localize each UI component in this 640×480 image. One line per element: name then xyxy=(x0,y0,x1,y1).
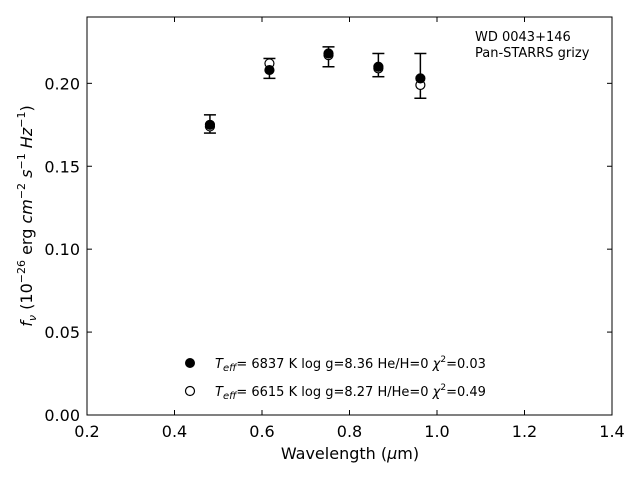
legend-marker-open xyxy=(184,385,196,397)
plot-frame xyxy=(86,16,613,416)
y-tick-label: 0.00 xyxy=(44,406,80,425)
x-tick-label: 1.4 xyxy=(599,422,624,441)
y-tick-label: 0.15 xyxy=(44,157,80,176)
x-tick-label: 0.8 xyxy=(337,422,362,441)
y-axis-ticks: 0.00 0.05 0.10 0.15 0.20 xyxy=(44,74,612,425)
legend-label-1: Teff= 6837 K log g=8.36 He/H=0 χ2=0.03 xyxy=(215,355,486,374)
x-axis-ticks: 0.2 0.4 0.6 0.8 1.0 1.2 1.4 xyxy=(74,17,625,441)
y-axis-label: fν (10−26 erg cm−2 s−1 Hz−1) xyxy=(15,105,39,326)
data-point-filled xyxy=(415,73,426,84)
x-tick-label: 1.2 xyxy=(512,422,537,441)
data-point-filled xyxy=(373,61,384,72)
legend-marker-filled xyxy=(185,358,195,368)
x-tick-label: 0.6 xyxy=(249,422,274,441)
legend-label-2: Teff= 6615 K log g=8.27 H/He=0 χ2=0.49 xyxy=(215,383,486,402)
data-point-filled xyxy=(204,119,216,130)
y-tick-label: 0.10 xyxy=(44,240,80,259)
legend-2-logg: log g=8.27 xyxy=(301,385,373,400)
legend-2-chi2: =0.49 xyxy=(446,385,486,400)
legend-2-comp: H/He=0 xyxy=(377,385,428,400)
x-axis-label: Wavelength (μm) xyxy=(281,444,419,463)
x-tick-label: 1.0 xyxy=(424,422,449,441)
x-tick-label: 0.4 xyxy=(162,422,187,441)
x-tick-label: 0.2 xyxy=(74,422,99,441)
legend-1-logg: log g=8.36 xyxy=(301,357,373,372)
legend-2-teff: 6615 K xyxy=(251,385,297,400)
annotation-line-2: Pan-STARRS grizy xyxy=(475,46,590,61)
legend-1-comp: He/H=0 xyxy=(377,357,428,372)
y-tick-label: 0.05 xyxy=(44,323,80,342)
data-point-filled xyxy=(323,48,334,59)
legend-1-chi2: =0.03 xyxy=(446,357,486,372)
y-tick-label: 0.20 xyxy=(44,74,80,93)
error-bars xyxy=(203,46,427,134)
annotation-line-1: WD 0043+146 xyxy=(475,30,571,45)
legend-1-teff: 6837 K xyxy=(251,357,297,372)
data-point-filled xyxy=(264,64,275,76)
data-points xyxy=(204,48,426,132)
legend: Teff= 6837 K log g=8.36 He/H=0 χ2=0.03 T… xyxy=(184,355,486,402)
